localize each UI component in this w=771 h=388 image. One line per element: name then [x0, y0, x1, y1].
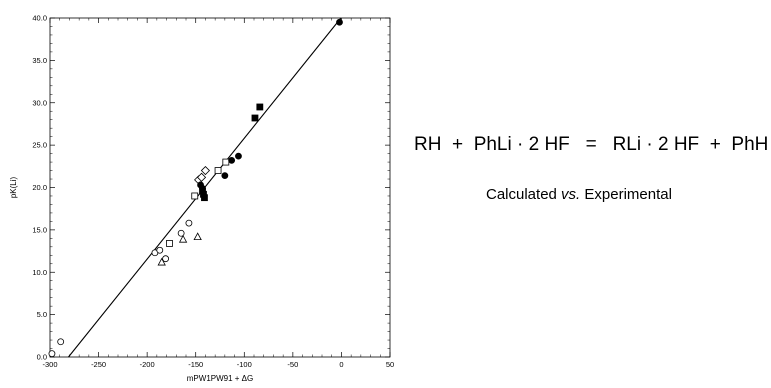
axis-tick-labels: -300 -250 -200 -150 -100 -50 0 50 0.0 5.0 10.0 15.0…: [32, 14, 394, 370]
data-point-filled-square: [201, 194, 208, 202]
y-tick-label: 15.0: [32, 225, 47, 234]
y-tick-label: 35.0: [32, 56, 47, 65]
equals-sign: =: [585, 134, 597, 155]
product-phh: PhH: [731, 134, 769, 155]
x-tick-label: -250: [91, 360, 106, 369]
data-point-open-square: [222, 158, 230, 166]
axis-ticks: [49, 17, 391, 358]
x-tick-label: -200: [140, 360, 155, 369]
data-point-open-square: [214, 167, 222, 174]
data-points: [48, 18, 343, 358]
y-tick-label: 20.0: [32, 183, 47, 192]
y-tick-label: 25.0: [32, 141, 47, 150]
data-point-open-triangle: [157, 257, 166, 266]
data-point-open-circle: [156, 246, 164, 254]
x-tick-label: -150: [188, 360, 203, 369]
data-point-open-triangle: [193, 232, 202, 241]
data-point-open-circle: [57, 338, 65, 346]
subtitle-part-3: Experimental: [580, 186, 672, 203]
x-tick-label: 0: [339, 360, 343, 369]
data-point-open-diamond: [200, 165, 210, 176]
data-point-filled-circle: [235, 152, 242, 160]
x-axis-label: mPW1PW91 + ΔG: [187, 374, 253, 383]
data-point-filled-circle: [228, 156, 236, 164]
data-point-open-circle: [48, 350, 56, 358]
plus-sign: +: [452, 134, 464, 155]
data-point-filled-square: [251, 114, 259, 122]
x-tick-label: -50: [287, 360, 298, 369]
data-point-open-square: [166, 240, 173, 247]
y-tick-label: 30.0: [32, 98, 47, 107]
subtitle-part-2: vs.: [561, 186, 581, 203]
x-tick-label: -100: [237, 360, 252, 369]
x-tick-label: 50: [386, 360, 394, 369]
data-point-open-circle: [185, 219, 193, 227]
data-point-open-square: [191, 192, 199, 200]
data-point-filled-circle: [336, 18, 343, 26]
y-tick-label: 10.0: [32, 268, 47, 277]
y-tick-label: 5.0: [37, 310, 47, 319]
data-point-open-circle: [162, 255, 170, 263]
reactant-rh: RH: [414, 134, 442, 155]
y-axis-label: pK(Li): [9, 176, 18, 198]
data-point-filled-circle: [221, 172, 229, 180]
y-tick-label: 0.0: [37, 353, 47, 362]
plus-sign: +: [709, 134, 721, 155]
data-point-open-triangle: [178, 234, 188, 243]
subtitle-part-1: Calculated: [486, 186, 562, 203]
y-tick-label: 40.0: [32, 14, 47, 23]
product-rli: RLi · 2 HF: [612, 134, 700, 155]
x-tick-label: -300: [42, 360, 57, 369]
reactant-phli: PhLi · 2 HF: [473, 134, 570, 155]
data-point-open-circle: [177, 229, 185, 237]
chart-subtitle: Calculated vs. Experimental: [486, 186, 672, 203]
plot-frame: [49, 17, 391, 358]
data-point-open-diamond: [196, 172, 207, 182]
data-point-filled-square: [256, 103, 264, 111]
reaction-equation: RH + PhLi · 2 HF = RLi · 2 HF + PhH: [414, 134, 770, 156]
